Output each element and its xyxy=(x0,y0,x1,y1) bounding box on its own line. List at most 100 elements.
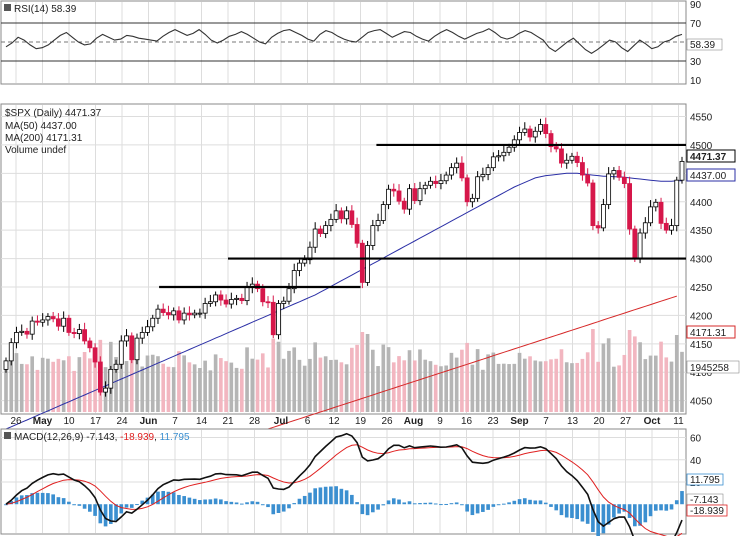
macd-legend-prefix: MACD(12,26,9) xyxy=(14,432,83,443)
macd-hist-bar xyxy=(533,500,538,505)
macd-hist-bar xyxy=(507,502,511,505)
macd-hist-bar xyxy=(250,501,255,505)
macd-hist-bar xyxy=(82,504,87,509)
macd-hist-bar xyxy=(35,492,40,505)
macd-hist-bar xyxy=(648,504,653,517)
macd-legend-macd: -7.143 xyxy=(86,432,115,443)
x-axis-label: 16 xyxy=(461,416,473,427)
candle-body xyxy=(386,188,391,205)
x-axis-label: 9 xyxy=(437,416,443,427)
candle-body xyxy=(118,340,124,365)
price-ma200-label: 4171.31 xyxy=(690,328,727,339)
macd-hist-bar xyxy=(627,504,632,518)
candle-body xyxy=(532,130,538,138)
candle-body xyxy=(207,301,213,304)
volume-bar xyxy=(224,361,228,412)
macd-hist-bar xyxy=(669,504,674,510)
candle-body xyxy=(396,190,402,202)
candle-body xyxy=(3,360,9,370)
volume-bar xyxy=(386,347,391,412)
x-axis-label: 28 xyxy=(249,416,261,427)
volume-bar xyxy=(250,358,255,412)
price-ma50-label: 4437.00 xyxy=(690,171,727,182)
volume-bar xyxy=(680,351,684,412)
macd-hist-bar xyxy=(350,494,354,505)
macd-hist-bar xyxy=(355,502,359,505)
x-axis-label: 26 xyxy=(381,416,393,427)
volume-bar xyxy=(213,354,218,412)
candle-body xyxy=(307,246,313,261)
candle-body xyxy=(24,330,30,335)
volume-bar xyxy=(638,342,642,412)
price-y-tick-label: 4300 xyxy=(690,255,713,266)
x-axis-label: 10 xyxy=(63,416,75,427)
candle-body xyxy=(344,210,350,220)
rsi-legend-swatch xyxy=(4,4,11,11)
candle-body xyxy=(412,188,418,202)
volume-label: 1945258 xyxy=(690,363,729,374)
volume-bar xyxy=(302,365,307,412)
candle-body xyxy=(543,124,549,134)
rsi-panel: 9070503010 RSI(14) 58.39 58.39 xyxy=(0,0,723,87)
candle-body xyxy=(621,176,627,184)
price-y-tick-label: 4550 xyxy=(690,113,713,124)
macd-hist-bar xyxy=(496,504,501,506)
candle-body xyxy=(244,287,250,302)
volume-bar xyxy=(460,349,464,412)
x-axis-label: 24 xyxy=(116,416,128,427)
macd-legend-swatch xyxy=(4,432,11,439)
volume-bar xyxy=(543,361,548,412)
macd-hist-bar xyxy=(192,498,197,505)
candle-body xyxy=(616,170,622,178)
x-axis-label: 17 xyxy=(90,416,102,427)
macd-hist-bar xyxy=(564,504,569,518)
volume-bar xyxy=(30,356,35,412)
volume-bar xyxy=(491,352,496,412)
macd-legend: MACD(12,26,9) -7.143, -18.939, 11.795 xyxy=(4,432,190,443)
volume-bar xyxy=(4,363,8,412)
x-axis-label: 7 xyxy=(172,416,178,427)
macd-hist-bar xyxy=(177,494,181,505)
macd-hist-bar xyxy=(360,504,365,515)
candle-body xyxy=(370,225,376,246)
volume-bar xyxy=(559,349,564,412)
volume-bar xyxy=(465,342,469,412)
candle-body xyxy=(281,300,287,304)
rsi-value-box-frame xyxy=(686,38,723,51)
x-axis-label: May xyxy=(33,416,53,427)
candle-body xyxy=(312,228,318,248)
macd-hist-bar xyxy=(674,500,679,505)
macd-hist-bar xyxy=(653,504,658,511)
macd-hist-bar xyxy=(187,497,192,505)
candle-body xyxy=(506,146,512,153)
macd-hist-bar xyxy=(198,500,202,505)
volume-bar xyxy=(329,359,333,412)
candle-body xyxy=(637,232,643,259)
candle-body xyxy=(40,319,46,323)
x-axis-label: 26 xyxy=(10,416,22,427)
price-close-box xyxy=(686,149,736,163)
macd-hist-bar xyxy=(407,501,412,505)
macd-hist-bar xyxy=(4,504,8,506)
macd-signal-box xyxy=(686,504,728,517)
macd-hist-bar xyxy=(213,498,218,505)
macd-hist-bar xyxy=(40,492,45,505)
macd-line-value: -7.143 xyxy=(690,495,719,506)
macd-hist-bar xyxy=(119,504,124,514)
macd-hist-bar xyxy=(51,494,55,505)
rsi-legend: RSI(14) 58.39 xyxy=(4,4,77,15)
volume-bar xyxy=(407,350,412,412)
volume-bar xyxy=(287,350,291,412)
candle-body xyxy=(286,288,292,302)
candle-body xyxy=(328,218,334,227)
macd-hist-bar xyxy=(439,504,443,506)
volume-bar xyxy=(93,353,97,412)
volume-bar xyxy=(433,364,438,412)
macd-hist-bar xyxy=(585,504,590,524)
candle-body xyxy=(600,204,606,229)
macd-hist-bar xyxy=(182,496,186,505)
macd-hist-bar xyxy=(203,499,207,505)
macd-hist-bar xyxy=(522,498,527,505)
candle-body xyxy=(66,317,72,333)
candle-body xyxy=(239,297,245,302)
